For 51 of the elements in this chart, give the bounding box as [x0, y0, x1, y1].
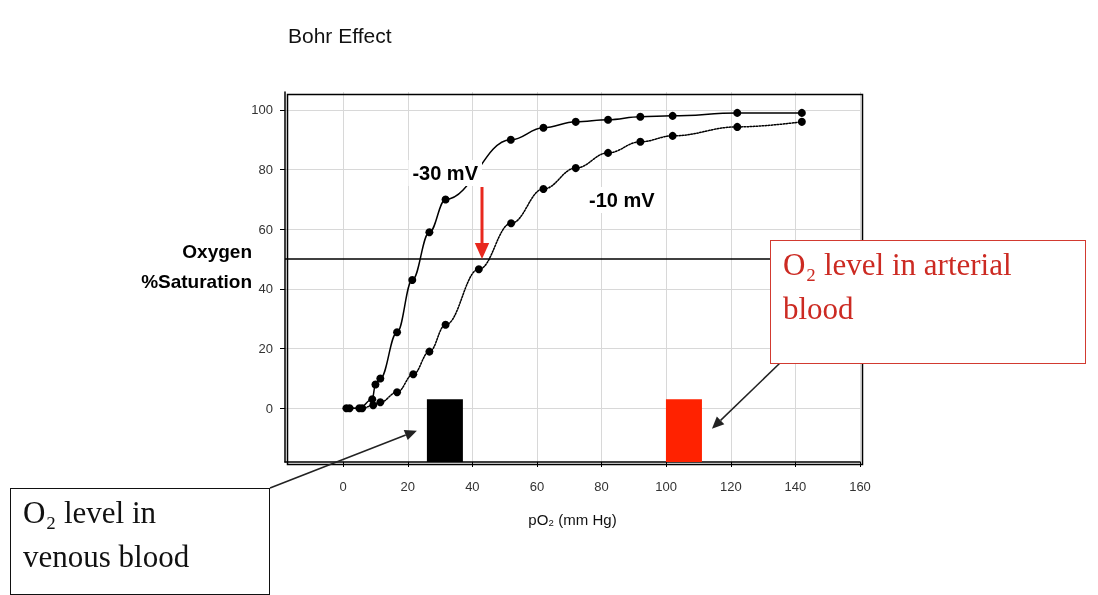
x-tick-label: 100 [655, 479, 678, 494]
series-label: -30 mV [412, 162, 479, 184]
x-tick-label: 40 [465, 479, 480, 494]
point [797, 108, 806, 117]
y-tick-label: 40 [258, 281, 273, 297]
point [604, 115, 613, 124]
x-axis-title: pO₂ (mm Hg) [528, 511, 617, 528]
point [668, 111, 677, 120]
x-tick-label: 0 [339, 479, 347, 494]
x-tick-label: 120 [719, 479, 742, 494]
point [441, 320, 450, 329]
y-tick-label: 60 [258, 221, 273, 237]
annotation: O₂ level in arterial blood [770, 240, 1086, 364]
x-tick-label: 160 [849, 479, 871, 494]
point [571, 117, 580, 126]
point [797, 117, 806, 126]
point [371, 380, 380, 389]
point [393, 388, 402, 397]
point [425, 228, 434, 237]
point [733, 122, 742, 131]
point [506, 135, 515, 144]
point [409, 370, 418, 379]
point [539, 184, 548, 193]
y-tick-label: 20 [258, 341, 273, 357]
point [474, 265, 483, 274]
point [668, 131, 677, 140]
point [636, 112, 645, 121]
y-axis-title: Oxygen %Saturation [141, 240, 252, 292]
point [376, 374, 385, 383]
x-tick-label: 60 [529, 479, 545, 494]
chart-title: Bohr Effect [288, 24, 392, 47]
point [425, 347, 434, 356]
point [539, 123, 548, 132]
point [733, 108, 742, 117]
point [636, 137, 645, 146]
point [604, 148, 613, 157]
point [393, 328, 402, 337]
point [369, 401, 378, 410]
x-tick-label: 140 [784, 479, 807, 494]
point [571, 164, 580, 173]
y-tick-label: 100 [251, 102, 273, 118]
text: O₂ level in venous blood [10, 488, 270, 595]
y-tick-label: 0 [265, 400, 273, 416]
x-tick-label: 20 [400, 479, 415, 494]
point [376, 398, 385, 407]
point [507, 219, 516, 228]
point [408, 275, 417, 284]
point [441, 195, 450, 204]
x-tick-label: 80 [594, 479, 609, 494]
series-label: -10 mV [589, 189, 656, 211]
y-tick-label: 80 [258, 162, 273, 178]
